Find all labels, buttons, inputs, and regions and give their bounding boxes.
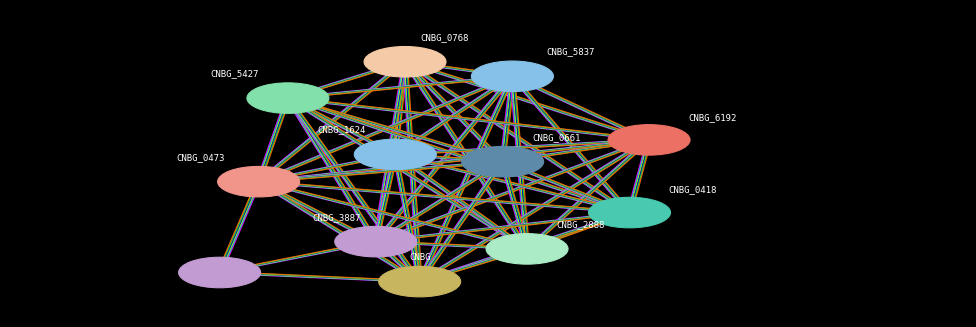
Circle shape xyxy=(247,83,329,113)
Circle shape xyxy=(589,197,671,228)
Text: CNBG_5427: CNBG_5427 xyxy=(210,69,259,78)
Circle shape xyxy=(608,125,690,155)
Circle shape xyxy=(354,139,436,170)
Circle shape xyxy=(379,266,461,297)
Text: CNBG_0768: CNBG_0768 xyxy=(420,33,468,42)
Circle shape xyxy=(486,233,568,264)
Text: CNBG_5837: CNBG_5837 xyxy=(547,47,595,56)
Circle shape xyxy=(364,46,446,77)
Text: CNBG_0473: CNBG_0473 xyxy=(176,153,224,162)
Circle shape xyxy=(462,146,544,177)
Text: CNBG_0661: CNBG_0661 xyxy=(532,133,581,142)
Circle shape xyxy=(335,226,417,257)
Circle shape xyxy=(179,257,261,288)
Text: CNBG_2888: CNBG_2888 xyxy=(556,220,605,229)
Circle shape xyxy=(471,61,553,92)
Text: CNBG_6192: CNBG_6192 xyxy=(688,113,737,122)
Circle shape xyxy=(218,166,300,197)
Text: CNBG: CNBG xyxy=(409,252,430,262)
Text: CNBG_1624: CNBG_1624 xyxy=(317,126,366,134)
Text: CNBG_3887: CNBG_3887 xyxy=(312,213,361,222)
Text: CNBG_0418: CNBG_0418 xyxy=(669,185,717,194)
